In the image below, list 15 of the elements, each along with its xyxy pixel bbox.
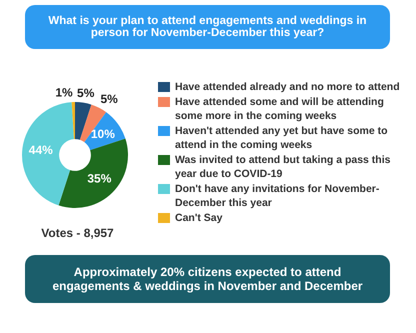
data-label: 35% xyxy=(87,172,112,186)
text: Votes - 8,957 xyxy=(40,226,115,240)
data-label: 10% xyxy=(90,127,116,142)
data-label: 1% xyxy=(55,85,74,100)
legend-label: Was invited to attend but taking a pass this year due to COVID-19 xyxy=(175,153,392,181)
data-label: 5% xyxy=(100,92,118,106)
legend-label: Have attended already and no more to attend xyxy=(175,80,400,94)
legend-label: Can't Say xyxy=(175,211,222,225)
legend-label: Don't have any invitations for November-December this year xyxy=(175,182,380,210)
data-label: 5% xyxy=(77,86,95,100)
legend-label: Have attended some and will be attending some more in the coming weeks xyxy=(175,95,385,123)
text: Approximately 20% citizens expected to attend engagements & weddings in November and December xyxy=(25,255,390,303)
chart-title: What is your plan to attend engagements and weddings in person for November-December this year? xyxy=(25,5,390,49)
data-label: 44% xyxy=(28,142,54,157)
legend-label: Haven't attended any yet but have some to attend in the coming weeks xyxy=(175,124,389,152)
